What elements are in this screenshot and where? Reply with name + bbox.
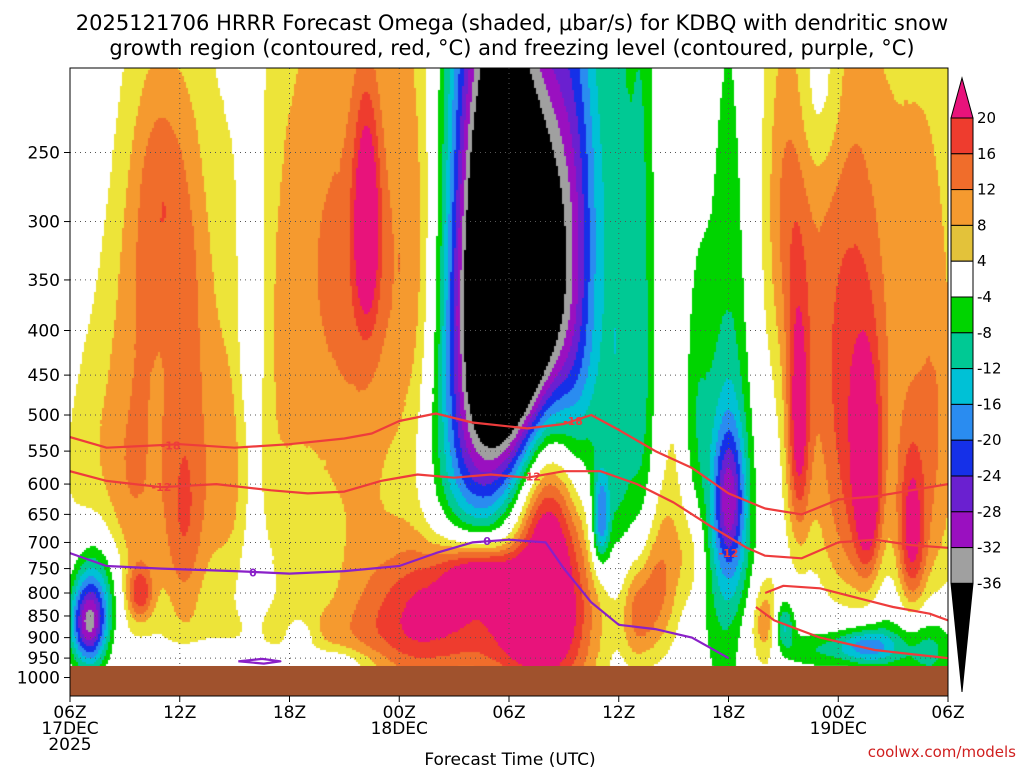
- colorbar-segment: [950, 332, 974, 370]
- contour-0b: [238, 657, 282, 665]
- colorbar-top-arrow: [950, 76, 974, 119]
- contour-0: [70, 538, 730, 660]
- colorbar-segment: [950, 475, 974, 513]
- y-tick-label: 350: [28, 271, 60, 291]
- colorbar-bottom-arrow: [950, 582, 974, 693]
- y-tick-label: 550: [28, 442, 60, 462]
- x-tick-label: 18Z: [712, 703, 745, 723]
- y-tick-label: 950: [28, 649, 60, 669]
- contour-lines: [70, 412, 948, 665]
- colorbar-segment: [950, 511, 974, 549]
- chart-title-line-2: growth region (contoured, red, °C) and f…: [109, 36, 914, 60]
- colorbar-segment: [950, 224, 974, 262]
- y-tick-label: 300: [28, 213, 60, 233]
- y-tick-label: 250: [28, 144, 60, 164]
- colorbar-segment: [950, 153, 974, 191]
- y-tick-label: 600: [28, 475, 60, 495]
- contour-warm: [764, 584, 948, 622]
- contour-warm2: [755, 606, 948, 660]
- y-tick-label: 900: [28, 629, 60, 649]
- y-tick-label: 650: [28, 505, 60, 525]
- ground-surface: [70, 665, 948, 696]
- colorbar: 20 16 12 8 4 -4 -8 -12 -16 -20 -24 -28 -32 -36: [950, 76, 1002, 693]
- contour-label: -12: [152, 481, 172, 494]
- y-tick-label: 850: [28, 607, 60, 627]
- colorbar-segment: [950, 403, 974, 441]
- y-tick-label: 500: [28, 406, 60, 426]
- y-axis-ticks: 2503003504004505005506006507007508008509…: [17, 144, 70, 689]
- x-tick-label: 06Z: [492, 703, 525, 723]
- x-tick-label: 12Z: [163, 703, 196, 723]
- colorbar-label: 8: [977, 216, 987, 234]
- colorbar-segment: [950, 260, 974, 298]
- contour--18: [70, 412, 948, 516]
- colorbar-segment: [950, 189, 974, 226]
- colorbar-label: 16: [977, 145, 996, 163]
- plot-area: -18 -18 -12 -12 -12 0 0: [70, 68, 948, 696]
- colorbar-label: 4: [977, 252, 987, 270]
- x-axis-label: Forecast Time (UTC): [424, 750, 595, 768]
- colorbar-label: -32: [977, 539, 1002, 557]
- x-tick-label: 06Z: [931, 703, 964, 723]
- x-tick-label: 17DEC: [41, 719, 98, 739]
- colorbar-segment: [950, 117, 974, 155]
- omega-shading: [70, 68, 948, 696]
- contour--12: [70, 470, 948, 560]
- chart-title-line-1: 2025121706 HRRR Forecast Omega (shaded, …: [76, 11, 948, 35]
- contour-label: 0: [483, 535, 491, 548]
- colorbar-label: -28: [977, 503, 1002, 521]
- colorbar-label: -36: [977, 574, 1002, 592]
- y-tick-label: 1000: [17, 669, 60, 689]
- x-tick-label: 2025: [48, 735, 91, 755]
- x-tick-label: 00Z: [822, 703, 855, 723]
- colorbar-label: -20: [977, 431, 1002, 449]
- contour-label: -18: [563, 415, 583, 428]
- credit-text: coolwx.com/models: [868, 743, 1016, 761]
- y-tick-label: 750: [28, 560, 60, 580]
- y-tick-label: 450: [28, 366, 60, 386]
- colorbar-segment: [950, 547, 974, 584]
- x-tick-label: 18Z: [273, 703, 306, 723]
- colorbar-label: -4: [977, 288, 992, 306]
- x-tick-label: 06Z: [53, 703, 86, 723]
- contour-label: -12: [521, 470, 541, 483]
- colorbar-label: -8: [977, 324, 992, 342]
- contour-label: -18: [161, 440, 181, 453]
- contour-labels: -18 -18 -12 -12 -12 0 0: [152, 415, 739, 580]
- colorbar-label: 12: [977, 181, 996, 199]
- x-tick-label: 12Z: [602, 703, 635, 723]
- colorbar-segment: [950, 368, 974, 405]
- contour-label: -12: [719, 547, 739, 560]
- colorbar-label: 20: [977, 109, 996, 127]
- y-tick-label: 700: [28, 533, 60, 553]
- x-tick-label: 18DEC: [371, 719, 428, 739]
- colorbar-segment: [950, 439, 974, 477]
- colorbar-label: -24: [977, 467, 1002, 485]
- y-tick-label: 800: [28, 584, 60, 604]
- contour-label: 0: [249, 567, 257, 580]
- colorbar-segment: [950, 296, 974, 334]
- colorbar-label: -12: [977, 360, 1002, 378]
- x-tick-label: 19DEC: [810, 719, 867, 739]
- y-tick-label: 400: [28, 322, 60, 342]
- x-tick-label: 00Z: [383, 703, 416, 723]
- colorbar-label: -16: [977, 395, 1002, 413]
